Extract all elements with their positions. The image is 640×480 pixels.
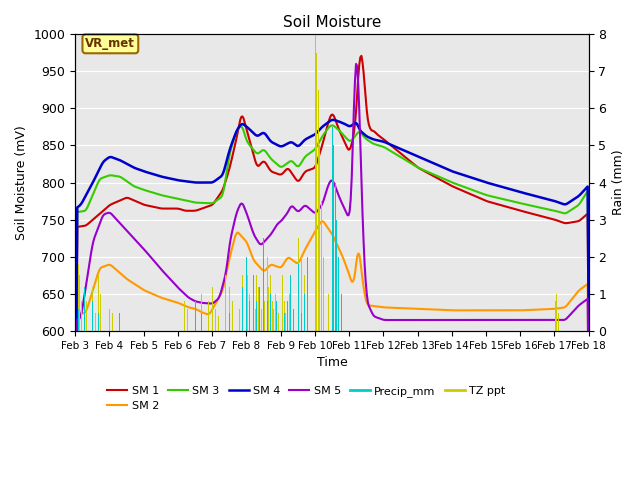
Bar bbox=[267, 301, 268, 331]
Bar bbox=[332, 312, 333, 331]
Bar bbox=[287, 301, 288, 331]
Bar bbox=[259, 287, 260, 331]
Bar bbox=[118, 312, 120, 331]
Bar bbox=[246, 257, 247, 331]
Bar bbox=[92, 301, 93, 331]
Bar bbox=[95, 312, 96, 331]
Bar bbox=[318, 90, 319, 331]
Bar bbox=[195, 301, 196, 331]
Bar bbox=[336, 220, 337, 331]
Bar bbox=[100, 294, 101, 331]
Bar bbox=[268, 287, 269, 331]
Text: VR_met: VR_met bbox=[85, 37, 135, 50]
Bar bbox=[304, 276, 305, 331]
Bar bbox=[84, 287, 85, 331]
Bar bbox=[247, 276, 248, 331]
Bar bbox=[323, 257, 324, 331]
Bar bbox=[280, 287, 282, 331]
Bar bbox=[278, 312, 279, 331]
Bar bbox=[304, 294, 305, 331]
Bar bbox=[272, 301, 273, 331]
X-axis label: Time: Time bbox=[317, 357, 348, 370]
Bar bbox=[242, 287, 243, 331]
Bar bbox=[324, 276, 325, 331]
Bar bbox=[273, 309, 274, 331]
Bar bbox=[290, 276, 291, 331]
Bar bbox=[333, 145, 334, 331]
Bar bbox=[556, 294, 557, 331]
Bar bbox=[184, 301, 185, 331]
Bar bbox=[229, 287, 230, 331]
Bar bbox=[256, 301, 257, 331]
Bar bbox=[284, 312, 285, 331]
Bar bbox=[315, 34, 316, 331]
Bar bbox=[332, 127, 333, 331]
Bar bbox=[270, 276, 271, 331]
Y-axis label: Soil Moisture (mV): Soil Moisture (mV) bbox=[15, 125, 28, 240]
Bar bbox=[301, 312, 302, 331]
Bar bbox=[255, 309, 256, 331]
Bar bbox=[335, 182, 336, 331]
Bar bbox=[276, 301, 277, 331]
Bar bbox=[275, 294, 276, 331]
Bar bbox=[289, 294, 290, 331]
Bar bbox=[78, 264, 79, 331]
Bar bbox=[201, 294, 202, 331]
Bar bbox=[86, 301, 88, 331]
Bar bbox=[310, 238, 312, 331]
Bar bbox=[301, 257, 302, 331]
Bar bbox=[280, 287, 282, 331]
Bar bbox=[212, 287, 213, 331]
Y-axis label: Rain (mm): Rain (mm) bbox=[612, 150, 625, 216]
Bar bbox=[81, 301, 82, 331]
Bar bbox=[287, 301, 288, 331]
Bar bbox=[555, 301, 556, 331]
Bar bbox=[201, 312, 202, 331]
Bar bbox=[112, 312, 113, 331]
Bar bbox=[218, 316, 220, 331]
Bar bbox=[92, 287, 93, 331]
Bar bbox=[246, 264, 247, 331]
Bar bbox=[284, 301, 285, 331]
Bar bbox=[267, 257, 268, 331]
Bar bbox=[229, 312, 230, 331]
Legend: SM 1, SM 2, SM 3, SM 4, SM 5, Precip_mm, TZ ppt: SM 1, SM 2, SM 3, SM 4, SM 5, Precip_mm,… bbox=[103, 381, 509, 416]
Bar bbox=[259, 301, 260, 331]
Title: Soil Moisture: Soil Moisture bbox=[283, 15, 381, 30]
Bar bbox=[221, 301, 223, 331]
Bar bbox=[261, 309, 262, 331]
Bar bbox=[78, 309, 79, 331]
Bar bbox=[316, 52, 317, 331]
Bar bbox=[207, 301, 209, 331]
Bar bbox=[195, 312, 196, 331]
Bar bbox=[298, 238, 299, 331]
Bar bbox=[276, 301, 277, 331]
Bar bbox=[79, 276, 80, 331]
Bar bbox=[293, 309, 294, 331]
Bar bbox=[319, 145, 320, 331]
Bar bbox=[264, 301, 266, 331]
Bar bbox=[307, 257, 308, 331]
Bar bbox=[225, 276, 226, 331]
Bar bbox=[84, 294, 85, 331]
Bar bbox=[109, 309, 110, 331]
Bar bbox=[232, 301, 233, 331]
Bar bbox=[298, 264, 299, 331]
Bar bbox=[258, 287, 259, 331]
Bar bbox=[558, 312, 559, 331]
Bar bbox=[321, 201, 322, 331]
Bar bbox=[307, 257, 308, 331]
Bar bbox=[340, 294, 342, 331]
Bar bbox=[242, 276, 243, 331]
Bar bbox=[250, 287, 252, 331]
Bar bbox=[215, 309, 216, 331]
Bar bbox=[270, 294, 271, 331]
Bar bbox=[256, 276, 257, 331]
